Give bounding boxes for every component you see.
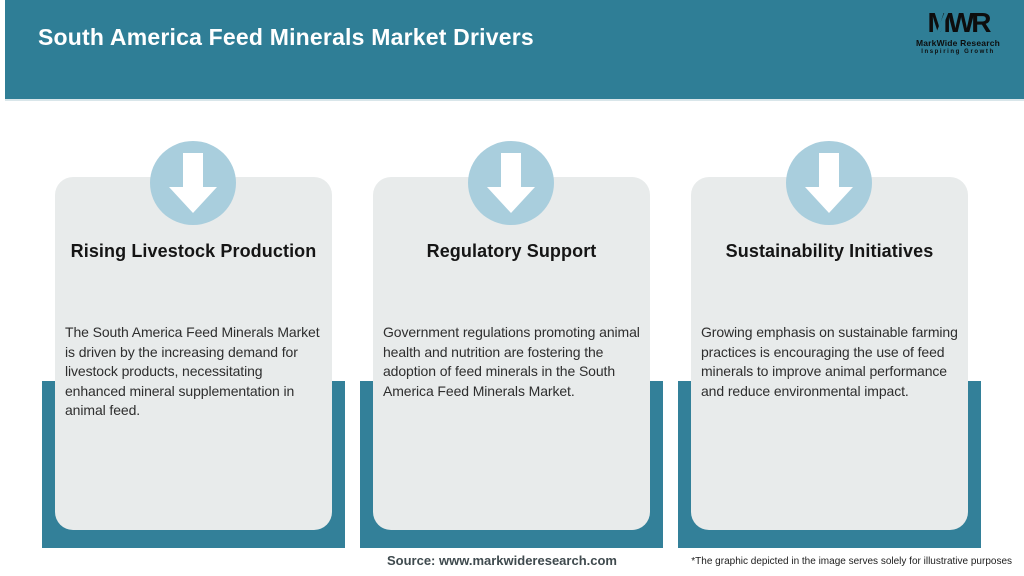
- driver-card-regulatory-support: Regulatory Support Government regulation…: [373, 177, 650, 530]
- logo-monogram-text: MWR: [927, 7, 992, 38]
- disclaimer-text: *The graphic depicted in the image serve…: [691, 556, 1012, 567]
- card-body: The South America Feed Minerals Market i…: [65, 324, 320, 419]
- logo-tagline: Inspiring Growth: [921, 49, 995, 55]
- arrow-down-glyph: [805, 153, 853, 213]
- card-title: Regulatory Support: [426, 241, 597, 261]
- arrow-down-icon: [150, 141, 236, 225]
- card-body: Government regulations promoting animal …: [383, 324, 640, 399]
- logo-name: MarkWide Research: [915, 38, 1001, 48]
- driver-card-sustainability: Sustainability Initiatives Growing empha…: [691, 177, 968, 530]
- arrow-down-icon: [468, 141, 554, 225]
- card-title: Sustainability Initiatives: [725, 241, 934, 261]
- logo-monogram: MWR: [927, 7, 992, 38]
- arrow-down-icon: [786, 141, 872, 225]
- card-title: Rising Livestock Production: [70, 241, 317, 261]
- driver-card-rising-livestock: Rising Livestock Production The South Am…: [55, 177, 332, 530]
- page-title: South America Feed Minerals Market Drive…: [38, 24, 534, 50]
- markwide-logo: MWR MarkWide Research Inspiring Growth: [908, 7, 1008, 56]
- arrow-down-glyph: [169, 153, 217, 213]
- card-body: Growing emphasis on sustainable farming …: [701, 324, 958, 399]
- header-bar: South America Feed Minerals Market Drive…: [5, 0, 1024, 99]
- source-text: Source: www.markwideresearch.com: [386, 553, 617, 568]
- arrow-down-glyph: [487, 153, 535, 213]
